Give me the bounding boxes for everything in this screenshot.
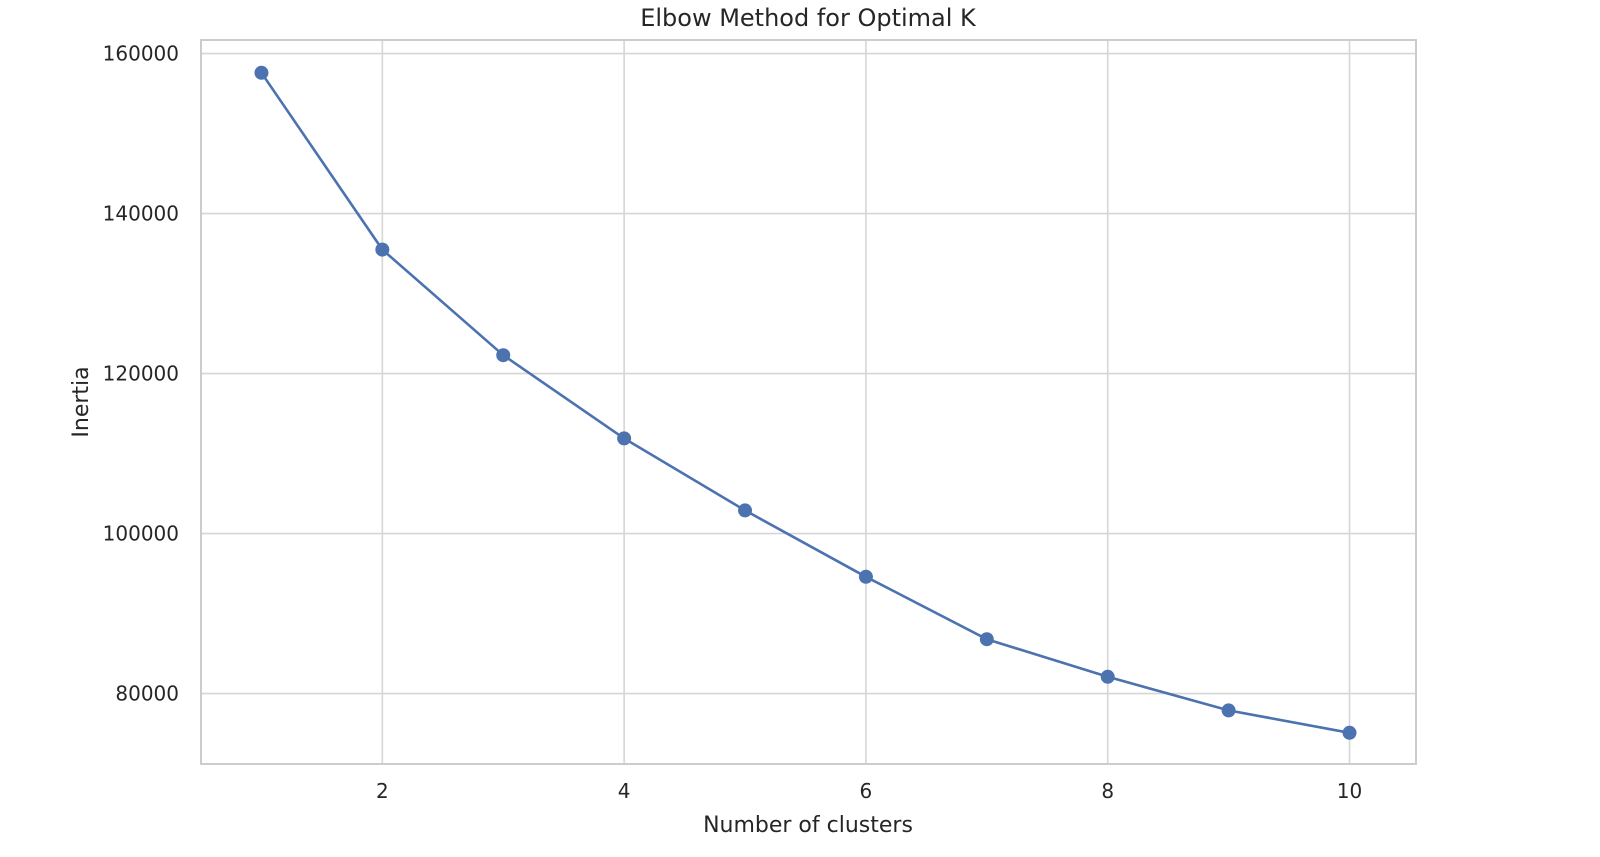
x-axis-label: Number of clusters [703,813,913,838]
data-point [1100,669,1115,684]
data-point [496,348,511,363]
tick-labels: 2 4 6 8 10 80000 100000 120000 140000 160000 [103,42,1363,803]
x-tick-label: 8 [1101,779,1114,803]
grid-lines [201,40,1416,764]
x-tick-label: 6 [860,779,873,803]
x-tick-label: 10 [1337,779,1362,803]
x-tick-label: 4 [618,779,631,803]
data-point [254,65,269,80]
series-line [260,71,1351,735]
x-tick-label: 2 [376,779,389,803]
y-axis-label: Inertia [69,366,94,437]
data-point [979,632,994,647]
y-tick-label: 160000 [103,42,179,66]
y-tick-label: 80000 [115,682,179,706]
series-inertia [254,65,1357,740]
plot-background [201,40,1416,764]
y-tick-label: 120000 [103,362,179,386]
data-point [738,503,753,518]
y-tick-label: 100000 [103,522,179,546]
chart-title: Elbow Method for Optimal K [640,4,977,32]
data-point [617,431,632,446]
plot-frame [200,39,1417,765]
data-point [1221,703,1236,718]
data-point [375,242,390,257]
data-point [858,569,873,584]
data-point [1342,725,1357,740]
y-tick-label: 140000 [103,202,179,226]
